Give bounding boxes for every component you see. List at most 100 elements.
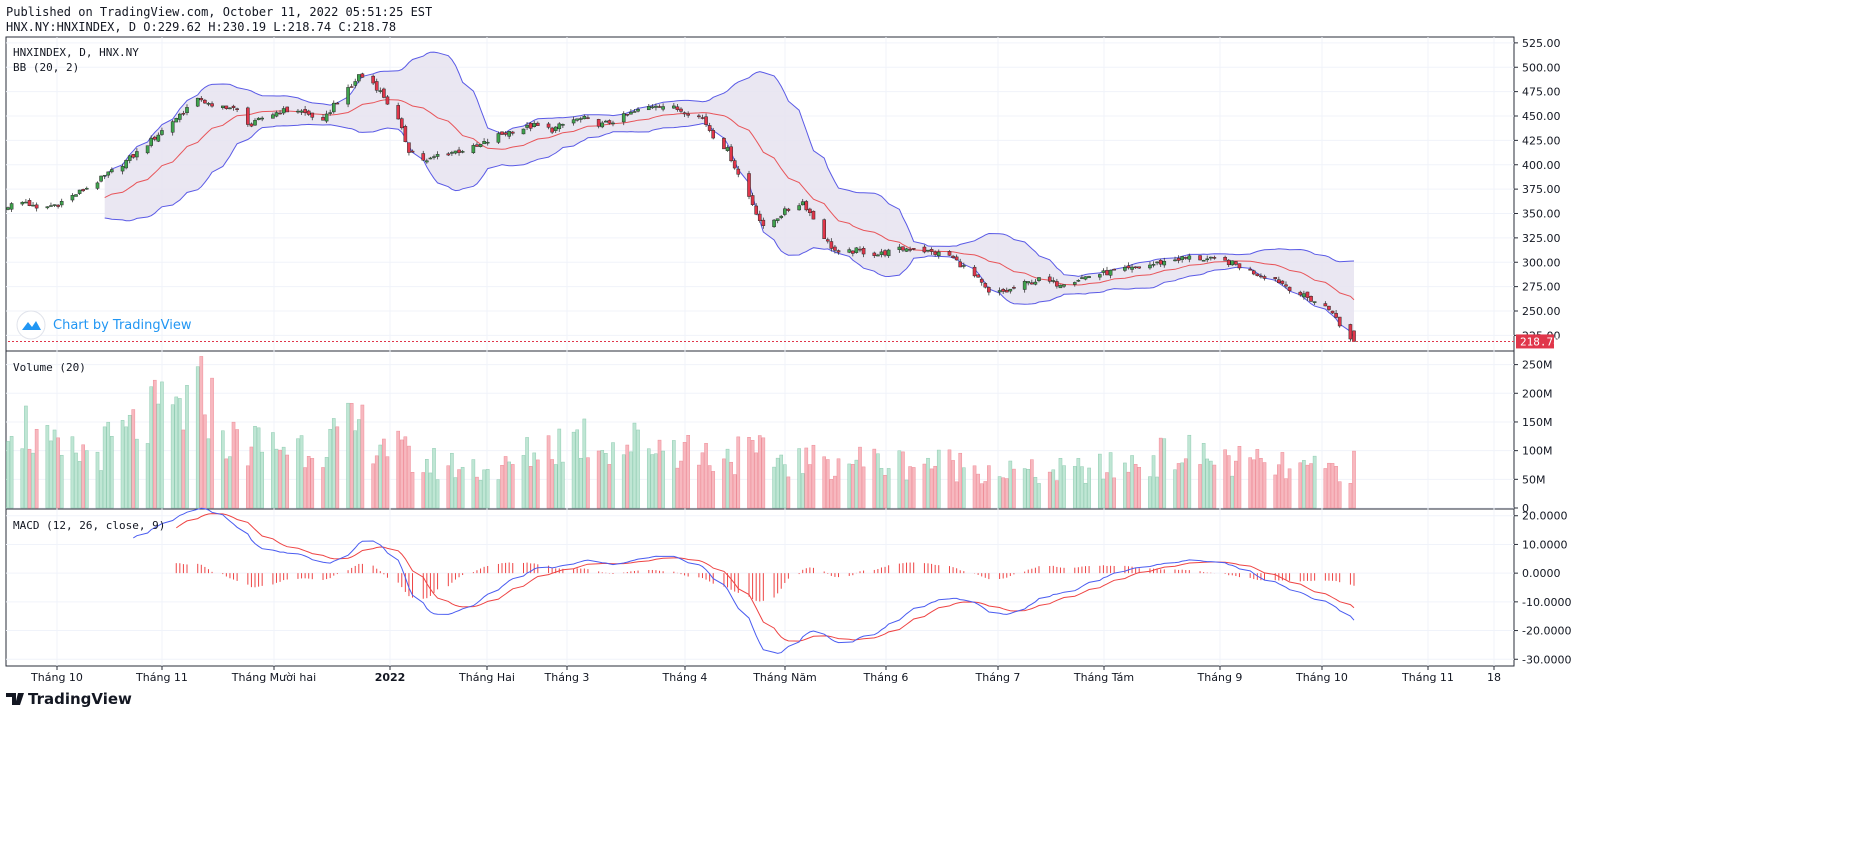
candle — [926, 249, 930, 253]
tradingview-watermark[interactable]: Chart by TradingView — [16, 310, 192, 340]
candle — [52, 204, 57, 208]
candle — [303, 105, 307, 116]
candle — [1180, 255, 1184, 263]
volume-bar — [428, 472, 433, 509]
candle — [1183, 256, 1188, 260]
price-pane[interactable] — [6, 51, 1514, 342]
candle — [657, 104, 662, 108]
candle — [485, 138, 490, 146]
candle — [77, 189, 82, 196]
candle — [1148, 261, 1152, 270]
volume-bar — [321, 467, 325, 509]
candle — [231, 104, 236, 111]
candle — [228, 107, 232, 110]
volume-bar — [561, 461, 565, 509]
volume-bar — [507, 461, 511, 509]
volume-bar — [110, 436, 114, 509]
footer-brand[interactable]: TradingView — [6, 690, 132, 708]
axis-tick-label: 250.00 — [1522, 305, 1561, 318]
candle — [929, 247, 934, 255]
volume-bar — [299, 435, 304, 509]
volume-bar — [783, 464, 787, 509]
volume-bar — [271, 432, 275, 509]
volume-bar — [260, 451, 264, 509]
candle — [1334, 310, 1338, 319]
volume-bar — [49, 440, 53, 509]
volume-bar — [457, 469, 461, 509]
candle — [632, 109, 637, 113]
volume-bar — [586, 457, 590, 509]
candle — [510, 130, 515, 136]
bb-label: BB (20, 2) — [13, 61, 79, 74]
candle — [557, 122, 562, 132]
watermark-link[interactable]: Chart by TradingView — [53, 318, 192, 333]
macd-label: MACD (12, 26, close, 9) — [13, 519, 165, 532]
volume-bar — [206, 438, 211, 509]
volume-bar — [249, 446, 254, 509]
volume-bar — [1083, 482, 1088, 509]
volume-bar — [1098, 453, 1102, 509]
time-tick-label: Tháng Mười hai — [231, 671, 316, 684]
volume-bar — [958, 452, 963, 509]
candle — [775, 218, 780, 224]
candle — [385, 95, 390, 105]
candle — [987, 286, 991, 296]
volume-bar — [646, 448, 651, 509]
candle — [503, 131, 508, 137]
volume-bar — [886, 468, 891, 509]
axis-tick-label: 0.0000 — [1522, 567, 1561, 580]
candle — [1051, 277, 1056, 284]
volume-bar — [1183, 458, 1188, 509]
candle — [1251, 269, 1256, 276]
price-axis[interactable]: 525.00 500.00 475.00 450.00 425.00 400.00 375.… — [1514, 37, 1561, 343]
volume-bar — [152, 379, 157, 509]
candle — [353, 78, 358, 89]
volume-bar — [829, 479, 834, 509]
time-axis[interactable]: Tháng 10 Tháng 11 Tháng Mười hai 2022 Tháng … — [30, 666, 1501, 684]
candle — [156, 132, 161, 143]
axis-tick-label: 0 — [1522, 502, 1529, 515]
macd-pane[interactable] — [133, 507, 1355, 654]
volume-bar — [861, 466, 866, 509]
candle — [70, 193, 75, 203]
volume-bar — [496, 479, 501, 509]
candle — [797, 203, 801, 211]
volume-bar — [199, 356, 204, 509]
volume-bar — [1198, 464, 1202, 509]
volume-bar — [357, 419, 361, 509]
axis-tick-label: 150M — [1522, 416, 1553, 429]
candle — [246, 106, 250, 127]
candle — [933, 250, 937, 257]
volume-bar — [106, 421, 111, 509]
candle — [1151, 261, 1156, 268]
axis-tick-label: -30.0000 — [1522, 653, 1571, 666]
volume-bar — [797, 448, 801, 509]
volume-bar — [1226, 455, 1231, 509]
volume-bar — [1234, 460, 1238, 509]
volume-bar — [1133, 464, 1138, 509]
candle — [553, 126, 558, 134]
candle — [707, 122, 712, 133]
volume-axis[interactable]: 250M 200M 150M 100M 50M 0 — [1514, 359, 1553, 515]
candle — [120, 163, 125, 175]
volume-bar — [1033, 477, 1038, 509]
published-line: Published on TradingView.com, October 11… — [6, 5, 433, 19]
candle — [274, 110, 279, 118]
volume-bar — [775, 457, 780, 509]
candle — [1323, 301, 1328, 307]
volume-bar — [772, 466, 776, 509]
volume-bar — [747, 437, 751, 509]
volume-bar — [1176, 463, 1181, 509]
volume-bar — [936, 449, 941, 509]
volume-bar — [228, 456, 232, 509]
time-tick-label: Tháng 10 — [30, 671, 83, 684]
candle — [249, 122, 254, 128]
macd-axis[interactable]: 20.0000 10.0000 0.0000 -10.0000 -20.0000 -30.… — [1514, 510, 1571, 667]
volume-bar — [160, 381, 164, 509]
volume-bar — [1008, 460, 1013, 509]
volume-bar — [854, 459, 859, 509]
volume-bar — [74, 452, 78, 509]
volume-bar — [847, 463, 852, 509]
candle — [521, 128, 526, 135]
